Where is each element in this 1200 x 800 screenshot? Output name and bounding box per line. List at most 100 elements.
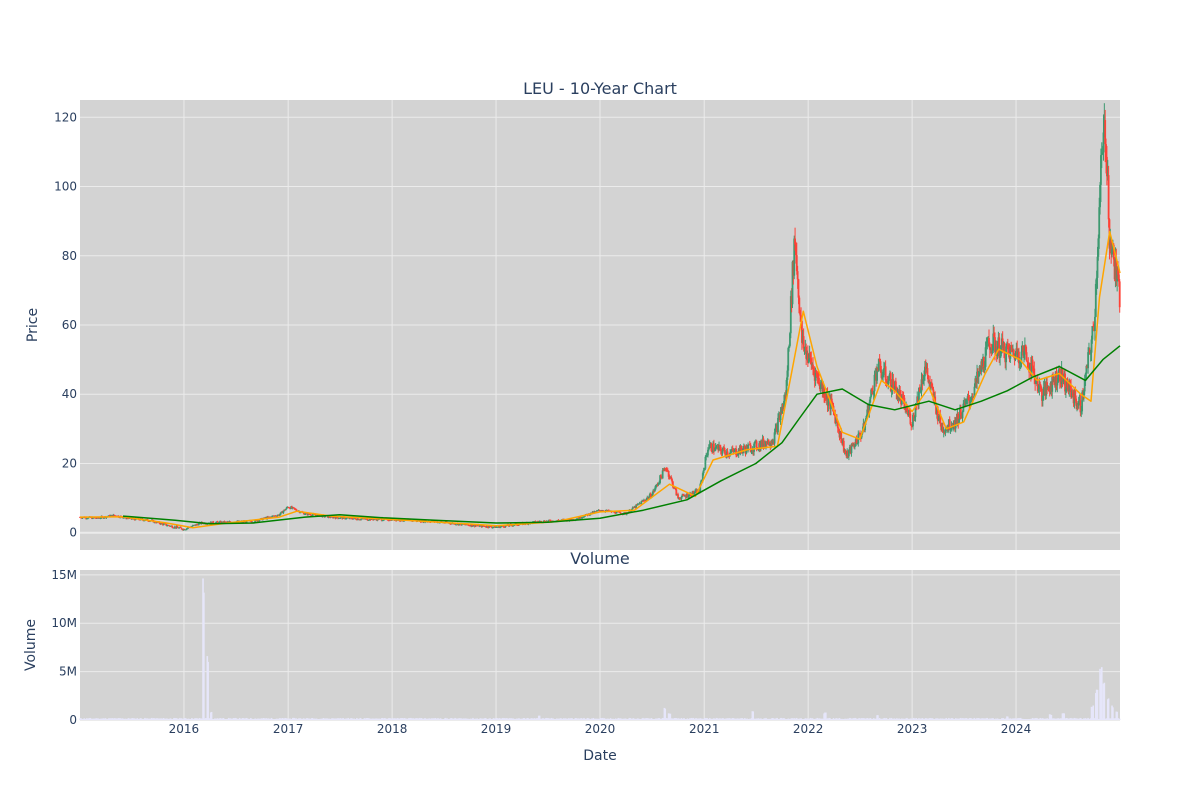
volume-bar [747,719,749,720]
volume-bar [264,718,267,720]
volume-bar [551,718,554,720]
candle-body [965,399,967,404]
volume-bar [509,718,512,720]
volume-bar [180,719,182,720]
volume-bar [271,718,274,720]
volume-bar [727,718,730,720]
volume-bar [457,718,460,720]
volume-bar [528,719,531,720]
volume-bar [323,719,326,720]
volume-bar [910,718,913,720]
volume-bar [884,718,887,720]
volume-bar [660,718,662,720]
volume-bar [730,718,732,720]
volume-bar [620,718,623,720]
volume-bar [579,718,582,720]
volume-bar [888,719,890,720]
candle-body [904,409,907,411]
candle-body [674,487,677,490]
volume-bar [885,717,888,720]
candle-body [333,517,336,518]
volume-bar [400,718,403,720]
volume-bar [95,718,98,720]
candle-body [881,375,884,378]
candle-body [753,443,755,452]
candle-body [311,514,314,516]
volume-bar [91,718,93,720]
volume-bar [335,718,338,720]
candle-body [636,504,638,506]
volume-bar [654,718,656,720]
candle-body [180,528,183,530]
volume-bar [332,718,334,720]
volume-bar [174,718,176,720]
candle-body [899,391,902,396]
volume-bar [526,718,528,720]
volume-bar [1087,717,1089,720]
volume-bar [882,718,884,720]
volume-bar [122,718,125,720]
volume-bar [520,718,522,720]
candle-body [657,483,660,485]
candle-body [836,422,839,429]
volume-bar [696,718,698,720]
volume-y-axis-title: Volume [23,619,39,671]
volume-bar [545,717,548,720]
candle-body [991,350,994,353]
volume-bar [857,718,860,720]
candle-body [254,519,257,522]
volume-bar [995,718,997,720]
candle-body [165,523,168,526]
volume-bar [983,718,985,720]
candle-body [873,374,876,392]
volume-bar [463,718,466,720]
candle-body [131,518,134,520]
volume-bar [432,718,435,720]
candle-body [702,470,705,474]
volume-bar [909,718,912,720]
volume-bar [761,719,764,720]
volume-bar [661,717,664,720]
volume-bar [705,717,708,720]
volume-bar [1049,714,1052,720]
volume-bar [748,718,751,720]
volume-bar [871,718,873,720]
volume-bar [558,718,561,720]
volume-bar [146,718,149,720]
volume-bar [126,718,128,720]
volume-bar [548,718,550,720]
volume-bar [1003,719,1006,720]
volume-bar [377,719,379,720]
candle-body [747,445,749,451]
volume-bar [647,718,649,720]
volume-bar [284,717,286,720]
candle-body [736,454,739,456]
candle-body [1083,379,1086,392]
candle-body [654,488,656,492]
volume-bar [244,718,246,720]
candle-body [827,398,830,406]
volume-bar [690,717,693,720]
volume-bar [297,719,299,720]
volume-bar [930,718,932,720]
volume-bar [652,718,655,720]
volume-bar [1025,719,1028,720]
candle-body [1034,376,1037,384]
candle-body [570,518,573,520]
volume-bar [874,719,877,720]
volume-bar [252,719,255,720]
volume-bar [163,719,166,720]
volume-bar [726,718,729,720]
volume-bar [844,718,847,720]
volume-bar [1026,719,1029,720]
volume-bar [537,718,539,720]
volume-bar [832,718,835,720]
volume-bar [1036,717,1038,720]
volume-bar [801,719,803,720]
volume-bar [150,718,152,720]
volume-bar [1032,718,1035,720]
candle-body [507,525,510,527]
candle-body [1040,386,1043,389]
candle-body [324,516,327,518]
candle-body [123,517,126,519]
